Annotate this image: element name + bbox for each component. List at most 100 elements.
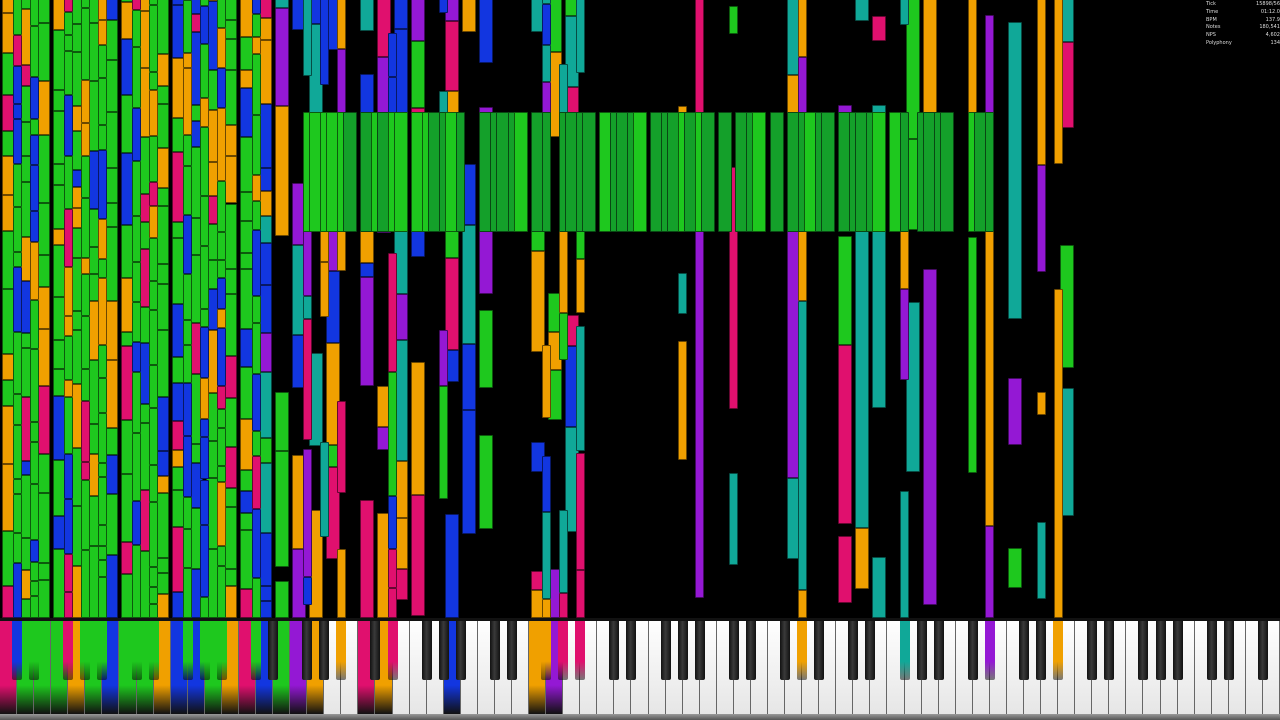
note (183, 0, 193, 54)
note (149, 135, 159, 182)
note (302, 318, 312, 440)
black-key[interactable] (199, 618, 210, 680)
black-key[interactable] (80, 618, 91, 680)
note (97, 125, 107, 151)
black-key[interactable] (728, 618, 739, 680)
black-key[interactable] (1206, 618, 1217, 680)
note (12, 0, 22, 35)
note (63, 156, 73, 210)
black-key[interactable] (97, 618, 108, 680)
note (541, 112, 551, 232)
note (80, 316, 90, 369)
note (479, 310, 494, 389)
black-key[interactable] (916, 618, 927, 680)
black-key[interactable] (251, 618, 261, 680)
black-key[interactable] (1087, 618, 1098, 680)
black-key[interactable] (626, 618, 637, 680)
black-key[interactable] (1019, 618, 1029, 680)
keyboard-top-edge (0, 618, 1280, 621)
note (149, 5, 159, 72)
black-key[interactable] (1104, 618, 1115, 680)
black-key[interactable] (63, 618, 74, 680)
note (797, 225, 807, 302)
black-key[interactable] (848, 618, 859, 680)
black-key[interactable] (387, 618, 398, 680)
black-key[interactable] (780, 618, 791, 680)
note (80, 462, 90, 480)
note (29, 595, 39, 618)
note (274, 106, 289, 237)
black-key[interactable] (677, 618, 688, 680)
black-key[interactable] (336, 618, 347, 680)
black-key[interactable] (967, 618, 978, 680)
black-key[interactable] (489, 618, 500, 680)
note (797, 589, 807, 618)
black-key[interactable] (421, 618, 432, 680)
note (29, 165, 39, 211)
note (251, 229, 261, 296)
black-key[interactable] (1257, 618, 1268, 680)
note (940, 112, 955, 232)
note (200, 98, 210, 127)
note (479, 0, 494, 64)
note (29, 77, 39, 120)
black-key[interactable] (865, 618, 876, 680)
black-key[interactable] (814, 618, 825, 680)
black-key[interactable] (319, 618, 330, 680)
black-key[interactable] (1036, 618, 1047, 680)
black-key[interactable] (694, 618, 705, 680)
black-key[interactable] (745, 618, 756, 680)
note (968, 236, 978, 473)
black-key[interactable] (148, 618, 159, 680)
black-key[interactable] (302, 618, 313, 680)
note (325, 343, 340, 445)
note (183, 68, 193, 136)
black-key[interactable] (575, 618, 586, 680)
note (456, 112, 466, 232)
black-key[interactable] (1155, 618, 1166, 680)
note (217, 27, 227, 69)
black-key[interactable] (438, 618, 449, 680)
note (274, 7, 289, 107)
note (251, 295, 261, 323)
note (183, 382, 193, 437)
black-key[interactable] (455, 618, 466, 680)
note (217, 108, 227, 181)
note (97, 545, 107, 561)
note (132, 160, 142, 217)
note (200, 126, 210, 196)
note (97, 412, 107, 463)
black-key[interactable] (541, 618, 552, 680)
black-key[interactable] (660, 618, 671, 680)
note (575, 570, 585, 618)
black-key[interactable] (984, 618, 995, 680)
black-key[interactable] (131, 618, 142, 680)
black-key[interactable] (558, 618, 569, 680)
black-key[interactable] (1053, 618, 1064, 680)
note (149, 502, 159, 567)
black-key[interactable] (216, 618, 227, 680)
black-key[interactable] (797, 618, 808, 680)
black-key[interactable] (933, 618, 944, 680)
black-key[interactable] (29, 618, 40, 680)
black-key[interactable] (12, 618, 23, 680)
note (97, 576, 107, 618)
note (200, 378, 210, 420)
black-key[interactable] (268, 618, 279, 680)
note (183, 53, 193, 69)
note (80, 0, 90, 8)
note (97, 259, 107, 278)
black-key[interactable] (1138, 618, 1149, 680)
black-key[interactable] (1223, 618, 1234, 680)
black-key[interactable] (899, 618, 910, 680)
note (149, 181, 159, 206)
black-key[interactable] (609, 618, 620, 680)
black-key[interactable] (507, 618, 517, 680)
note (29, 25, 39, 78)
black-key[interactable] (182, 618, 193, 680)
note (149, 587, 159, 604)
note (80, 401, 90, 462)
black-key[interactable] (370, 618, 381, 680)
black-key[interactable] (1172, 618, 1183, 680)
note (1008, 378, 1023, 445)
